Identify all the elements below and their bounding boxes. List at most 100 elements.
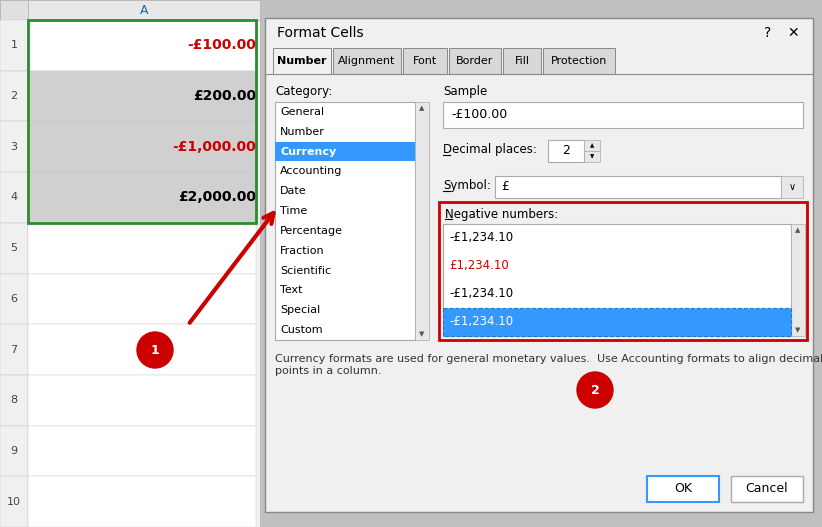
Text: Protection: Protection <box>551 56 607 66</box>
Bar <box>273 48 331 74</box>
Text: Custom: Custom <box>280 325 322 335</box>
Bar <box>28 0 260 20</box>
Text: ✕: ✕ <box>787 26 799 40</box>
Text: Number: Number <box>280 127 325 136</box>
Bar <box>28 121 256 172</box>
Text: 4: 4 <box>11 192 17 202</box>
Text: Percentage: Percentage <box>280 226 343 236</box>
Text: 7: 7 <box>11 345 17 355</box>
Text: A: A <box>140 4 148 16</box>
Bar <box>543 48 615 74</box>
Text: 1: 1 <box>11 41 17 51</box>
Bar <box>28 426 256 476</box>
Text: Sample: Sample <box>443 85 487 99</box>
Text: OK: OK <box>674 483 692 495</box>
Text: 1: 1 <box>150 344 159 356</box>
Text: Format Cells: Format Cells <box>277 26 363 40</box>
Bar <box>548 140 584 162</box>
Bar <box>0 324 28 375</box>
Text: Currency: Currency <box>280 147 336 157</box>
Bar <box>731 476 803 502</box>
Text: Category:: Category: <box>275 85 332 99</box>
Bar <box>0 0 28 20</box>
Text: Date: Date <box>280 186 307 196</box>
Bar <box>443 102 803 128</box>
Text: ▲: ▲ <box>796 227 801 233</box>
Bar <box>503 48 541 74</box>
Text: 6: 6 <box>11 294 17 304</box>
Bar <box>0 223 28 274</box>
Text: Alignment: Alignment <box>339 56 395 66</box>
Text: £2,000.00: £2,000.00 <box>178 190 256 204</box>
Bar <box>0 121 28 172</box>
Circle shape <box>577 372 613 408</box>
Bar <box>439 202 807 340</box>
Bar <box>0 426 28 476</box>
Bar <box>28 20 256 223</box>
Bar <box>495 176 781 198</box>
Text: -£1,000.00: -£1,000.00 <box>173 140 256 154</box>
Bar <box>0 20 28 71</box>
Text: Symbol:: Symbol: <box>443 180 491 192</box>
Text: 5: 5 <box>11 243 17 253</box>
Text: -£1,234.10: -£1,234.10 <box>449 316 513 328</box>
Bar <box>0 0 260 527</box>
Text: ▲: ▲ <box>590 143 594 148</box>
Bar <box>443 308 791 336</box>
Bar <box>0 274 28 324</box>
Bar <box>275 102 415 340</box>
Bar <box>0 71 28 121</box>
Text: 9: 9 <box>11 446 17 456</box>
Text: Number: Number <box>277 56 327 66</box>
Text: Special: Special <box>280 305 321 315</box>
Text: Font: Font <box>413 56 437 66</box>
Bar <box>28 375 256 426</box>
Text: Time: Time <box>280 206 307 216</box>
Text: General: General <box>280 107 324 117</box>
Bar <box>781 176 803 198</box>
Bar <box>403 48 447 74</box>
Text: 2: 2 <box>591 384 599 396</box>
Text: 2: 2 <box>562 144 570 158</box>
Bar <box>28 274 256 324</box>
Bar <box>28 476 256 527</box>
Circle shape <box>137 332 173 368</box>
Text: -£100.00: -£100.00 <box>451 109 507 122</box>
Text: 2: 2 <box>11 91 17 101</box>
Text: ▼: ▼ <box>796 327 801 333</box>
Bar <box>28 71 256 121</box>
Text: ∨: ∨ <box>788 182 796 192</box>
Bar <box>333 48 401 74</box>
Text: £1,234.10: £1,234.10 <box>449 259 509 272</box>
Text: -£100.00: -£100.00 <box>187 38 256 52</box>
Text: ▲: ▲ <box>419 105 425 111</box>
Bar <box>584 151 600 162</box>
Bar <box>449 48 501 74</box>
Text: 10: 10 <box>7 496 21 506</box>
Text: Negative numbers:: Negative numbers: <box>445 208 558 221</box>
Text: Border: Border <box>456 56 494 66</box>
Text: -£1,234.10: -£1,234.10 <box>449 288 513 300</box>
Text: -£1,234.10: -£1,234.10 <box>449 231 513 245</box>
Text: 3: 3 <box>11 142 17 152</box>
Text: Fraction: Fraction <box>280 246 325 256</box>
Bar <box>443 224 791 336</box>
Bar <box>0 476 28 527</box>
Bar <box>0 375 28 426</box>
Bar <box>28 223 256 274</box>
Text: Currency formats are used for general monetary values.  Use Accounting formats t: Currency formats are used for general mo… <box>275 354 822 376</box>
Text: ▼: ▼ <box>419 331 425 337</box>
Text: ▼: ▼ <box>590 154 594 159</box>
Text: Scientific: Scientific <box>280 266 331 276</box>
Text: Accounting: Accounting <box>280 167 343 177</box>
Bar <box>275 142 415 161</box>
Text: Fill: Fill <box>515 56 529 66</box>
Bar <box>647 476 719 502</box>
Text: £: £ <box>501 181 509 193</box>
Bar <box>791 224 805 336</box>
Text: ?: ? <box>764 26 772 40</box>
Bar <box>415 102 429 340</box>
Bar <box>28 324 256 375</box>
Text: Cancel: Cancel <box>746 483 788 495</box>
Text: £200.00: £200.00 <box>193 89 256 103</box>
